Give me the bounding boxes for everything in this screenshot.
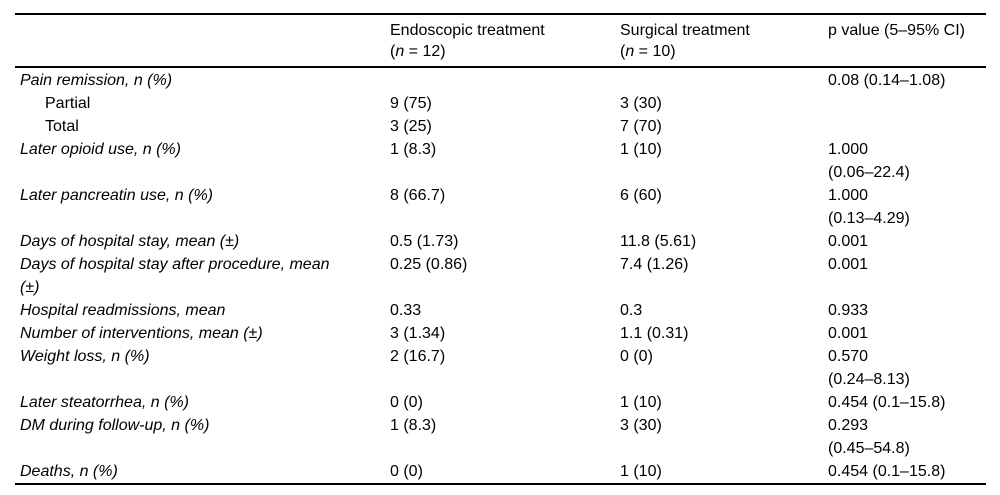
n-count: = 12) <box>404 43 446 60</box>
table-row: Later opioid use, n (%) 1 (8.3) 1 (10) 1… <box>15 138 986 184</box>
table-row: Days of hospital stay, mean (±) 0.5 (1.7… <box>15 230 986 253</box>
header-surgical-title: Surgical treatment <box>620 22 750 39</box>
table-row: Partial 9 (75) 3 (30) <box>15 92 986 115</box>
endoscopic-value: 0 (0) <box>390 394 423 411</box>
table-row: DM during follow-up, n (%) 1 (8.3) 3 (30… <box>15 414 986 460</box>
p-value: 0.001 <box>828 325 869 342</box>
surgical-value: 3 (30) <box>620 417 662 434</box>
table-row: Weight loss, n (%) 2 (16.7) 0 (0) 0.570 … <box>15 345 986 391</box>
row-label: Days of hospital stay, mean (±) <box>20 233 240 250</box>
row-label: Later steatorrhea, n (%) <box>20 394 189 411</box>
table-row: Total 3 (25) 7 (70) <box>15 115 986 138</box>
p-value <box>828 92 986 115</box>
row-label: Days of hospital stay after procedure, m… <box>20 256 330 296</box>
endoscopic-value: 3 (1.34) <box>390 325 446 342</box>
row-label: Pain remission, n (%) <box>20 72 173 89</box>
surgical-value: 3 (30) <box>620 95 662 112</box>
p-value <box>828 115 986 138</box>
table-row: Deaths, n (%) 0 (0) 1 (10) 0.454 (0.1–15… <box>15 460 986 484</box>
surgical-value: 1 (10) <box>620 463 662 480</box>
paren: ( <box>390 43 396 60</box>
p-value: 0.001 <box>828 233 869 250</box>
n-symbol: n <box>395 43 405 60</box>
surgical-value: 7 (70) <box>620 118 662 135</box>
surgical-value: 6 (60) <box>620 187 662 204</box>
n-count: = 10) <box>634 43 676 60</box>
n-symbol: n <box>625 43 635 60</box>
header-p-value: p value (5–95% CI) <box>828 22 965 39</box>
p-value: 0.08 (0.14–1.08) <box>828 72 946 89</box>
p-value: 1.000 (0.06–22.4) <box>828 141 910 181</box>
table-row: Pain remission, n (%) 0.08 (0.14–1.08) <box>15 67 986 92</box>
endoscopic-value: 8 (66.7) <box>390 187 446 204</box>
header-row: Endoscopic treatment (n = 12) Surgical t… <box>15 14 986 67</box>
surgical-value <box>620 67 828 92</box>
table-body: Pain remission, n (%) 0.08 (0.14–1.08) P… <box>15 67 986 484</box>
header-surgical-n: (n = 10) <box>620 41 828 62</box>
row-label: Number of interventions, mean (±) <box>20 325 263 342</box>
header-endoscopic: Endoscopic treatment (n = 12) <box>390 14 620 67</box>
endoscopic-value: 9 (75) <box>390 95 432 112</box>
row-label: Hospital readmissions, mean <box>20 302 226 319</box>
row-label: Deaths, n (%) <box>20 463 118 480</box>
endoscopic-value: 2 (16.7) <box>390 348 446 365</box>
row-label: Later opioid use, n (%) <box>20 141 181 158</box>
header-endoscopic-n: (n = 12) <box>390 41 620 62</box>
header-surgical: Surgical treatment (n = 10) <box>620 14 828 67</box>
endoscopic-value: 0 (0) <box>390 463 423 480</box>
results-table: Endoscopic treatment (n = 12) Surgical t… <box>15 13 986 485</box>
table-row: Days of hospital stay after procedure, m… <box>15 253 986 299</box>
endoscopic-value <box>390 67 620 92</box>
table-row: Hospital readmissions, mean 0.33 0.3 0.9… <box>15 299 986 322</box>
endoscopic-value: 0.5 (1.73) <box>390 233 459 250</box>
p-value: 1.000 (0.13–4.29) <box>828 187 910 227</box>
header-row-label <box>15 14 390 67</box>
table-row: Later pancreatin use, n (%) 8 (66.7) 6 (… <box>15 184 986 230</box>
p-value: 0.454 (0.1–15.8) <box>828 394 946 411</box>
endoscopic-value: 3 (25) <box>390 118 432 135</box>
endoscopic-value: 1 (8.3) <box>390 417 437 434</box>
paren: ( <box>620 43 626 60</box>
endoscopic-value: 0.33 <box>390 302 422 319</box>
row-label: DM during follow-up, n (%) <box>20 417 210 434</box>
row-label: Weight loss, n (%) <box>20 348 150 365</box>
table-header: Endoscopic treatment (n = 12) Surgical t… <box>15 14 986 67</box>
p-value: 0.001 <box>828 256 869 273</box>
header-endoscopic-title: Endoscopic treatment <box>390 22 545 39</box>
surgical-value: 1 (10) <box>620 394 662 411</box>
surgical-value: 0 (0) <box>620 348 653 365</box>
endoscopic-value: 1 (8.3) <box>390 141 437 158</box>
surgical-value: 1.1 (0.31) <box>620 325 689 342</box>
surgical-value: 7.4 (1.26) <box>620 256 689 273</box>
surgical-value: 1 (10) <box>620 141 662 158</box>
p-value: 0.293 (0.45–54.8) <box>828 417 910 457</box>
p-value: 0.570 (0.24–8.13) <box>828 348 910 388</box>
p-value: 0.454 (0.1–15.8) <box>828 463 946 480</box>
endoscopic-value: 0.25 (0.86) <box>390 256 468 273</box>
row-label: Later pancreatin use, n (%) <box>20 187 213 204</box>
table-row: Later steatorrhea, n (%) 0 (0) 1 (10) 0.… <box>15 391 986 414</box>
table-row: Number of interventions, mean (±) 3 (1.3… <box>15 322 986 345</box>
surgical-value: 11.8 (5.61) <box>620 233 697 250</box>
row-label: Total <box>45 118 79 135</box>
row-label: Partial <box>45 95 91 112</box>
p-value: 0.933 <box>828 302 869 319</box>
surgical-value: 0.3 <box>620 302 643 319</box>
